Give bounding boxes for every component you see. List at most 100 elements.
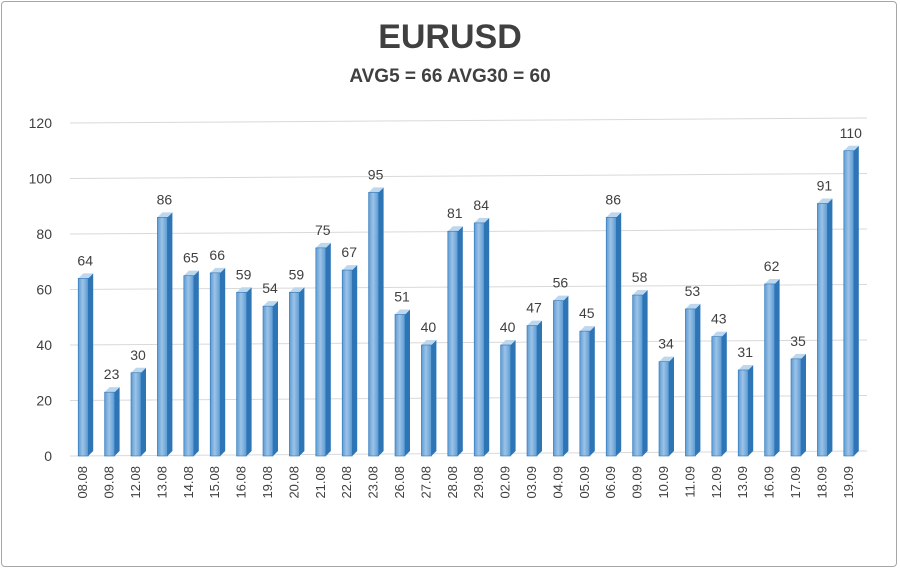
bar-side	[827, 198, 833, 456]
bar-top	[632, 290, 648, 296]
bar	[790, 358, 802, 457]
bar-side	[88, 273, 94, 456]
x-tick-label: 08.08	[75, 466, 90, 499]
x-tick-label: 15.08	[207, 466, 222, 499]
bar-top	[447, 226, 463, 232]
data-label: 75	[315, 222, 331, 238]
bar-side	[299, 287, 305, 456]
bar	[130, 372, 142, 457]
grid-line	[69, 395, 868, 401]
bar-top	[368, 187, 384, 193]
bar-side	[853, 145, 859, 456]
y-tick-label: 0	[44, 448, 52, 464]
bar-top	[78, 273, 94, 279]
grid-line	[69, 284, 868, 290]
bar-side	[537, 320, 542, 456]
bar-top	[685, 303, 701, 309]
bar-top	[395, 309, 410, 315]
bar-side	[563, 295, 569, 456]
bar	[553, 300, 564, 457]
bar	[500, 344, 511, 457]
bar	[394, 314, 406, 457]
bar-top	[791, 353, 806, 359]
x-tick-label: 16.09	[762, 466, 777, 499]
chart-subtitle: AVG5 = 66 AVG30 = 60	[349, 66, 551, 87]
data-label: 34	[658, 336, 674, 352]
data-label: 47	[526, 300, 542, 316]
bar-side	[669, 356, 674, 456]
bar	[658, 361, 670, 457]
bar-top	[183, 270, 199, 276]
bar-side	[325, 242, 331, 456]
grid-lines	[69, 117, 868, 457]
bars	[77, 145, 859, 457]
data-label: 86	[605, 191, 621, 207]
bar	[289, 291, 300, 457]
bar-top	[474, 217, 490, 223]
bar-top	[659, 356, 674, 362]
data-label: 43	[711, 311, 727, 327]
bar	[315, 247, 327, 457]
bar-side	[141, 367, 146, 456]
bar-side	[616, 212, 622, 456]
bar-top	[711, 331, 727, 337]
x-tick-label: 19.09	[841, 466, 856, 499]
data-label: 35	[790, 333, 806, 349]
x-tick-label: 16.08	[234, 466, 249, 499]
x-tick-label: 29.08	[471, 466, 486, 499]
bar-side	[457, 226, 463, 456]
bar-side	[589, 326, 595, 456]
x-tick-label: 12.09	[709, 466, 724, 499]
y-tick-label: 60	[36, 282, 52, 298]
chart-title: EURUSD	[378, 18, 522, 56]
bar	[421, 344, 432, 457]
y-tick-label: 20	[36, 393, 52, 409]
x-tick-label: 27.08	[418, 466, 433, 499]
y-axis-ticks: 0 20 40 60 80 100 120	[29, 115, 53, 464]
data-label: 53	[685, 283, 701, 299]
data-label: 64	[77, 252, 93, 268]
x-tick-label: 22.08	[339, 466, 354, 499]
x-tick-label: 03.09	[524, 466, 539, 499]
bar-top	[315, 242, 331, 248]
grid-line	[69, 173, 868, 179]
data-label: 51	[394, 288, 410, 304]
bar-top	[289, 287, 305, 293]
bar-side	[748, 364, 754, 456]
y-tick-label: 80	[36, 226, 52, 242]
bar-top	[210, 267, 226, 273]
x-tick-label: 21.08	[313, 466, 328, 499]
bar	[711, 336, 723, 457]
bar-side	[405, 309, 410, 456]
data-label: 58	[632, 269, 648, 285]
bar-side	[352, 265, 358, 456]
bar-top	[738, 364, 754, 370]
bar-side	[167, 212, 173, 456]
data-label: 40	[421, 319, 437, 335]
bar-top	[131, 367, 146, 373]
bar-side	[431, 340, 437, 456]
data-label: 59	[289, 266, 305, 282]
bar-side	[695, 303, 701, 456]
bar-side	[246, 287, 252, 456]
data-label: 59	[236, 266, 252, 282]
bar-top	[817, 198, 833, 204]
bar-top	[500, 340, 516, 345]
bar	[236, 291, 247, 457]
bar-top	[421, 340, 437, 345]
bar-top	[104, 387, 120, 393]
x-tick-label: 09.09	[630, 466, 645, 499]
bar-side	[801, 353, 806, 456]
bar	[447, 230, 459, 457]
x-tick-label: 14.08	[181, 466, 196, 499]
bar	[473, 222, 485, 457]
bar-side	[510, 340, 516, 456]
x-axis-ticks: 08.08 09.08 12.08 13.08 14.08 15.08 16.08 19.08…	[75, 466, 856, 499]
data-label: 30	[130, 347, 146, 363]
bar-top	[157, 212, 173, 218]
x-tick-label: 28.08	[445, 466, 460, 499]
bar-side	[378, 187, 384, 456]
x-tick-label: 20.08	[286, 466, 301, 499]
bar-top	[342, 265, 358, 271]
